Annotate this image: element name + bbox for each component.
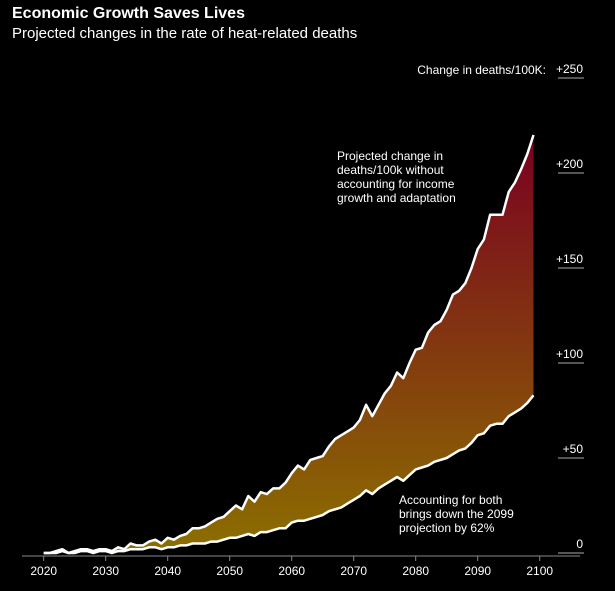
y-axis-label: Change in deaths/100K:	[417, 63, 546, 77]
x-tick-label: 2080	[402, 564, 429, 578]
y-tick-label: +150	[556, 252, 583, 266]
x-tick-label: 2060	[278, 564, 305, 578]
chart-subtitle: Projected changes in the rate of heat-re…	[12, 25, 357, 42]
chart-title: Economic Growth Saves Lives	[12, 5, 245, 22]
series-line	[43, 394, 535, 555]
x-tick-label: 2090	[464, 564, 491, 578]
area-between	[43, 135, 534, 553]
annotation: brings down the 2099	[399, 507, 514, 521]
annotation: Accounting for both	[399, 493, 502, 507]
series-line	[43, 134, 535, 555]
y-tick-label: +250	[556, 62, 583, 76]
annotation: accounting for income	[337, 177, 455, 191]
annotation: growth and adaptation	[337, 191, 456, 205]
annotation: projection by 62%	[399, 521, 495, 535]
x-tick-label: 2070	[340, 564, 367, 578]
x-tick-label: 2050	[216, 564, 243, 578]
y-tick-label: 0	[576, 537, 583, 551]
x-tick-label: 2040	[154, 564, 181, 578]
y-tick-label: +200	[556, 157, 583, 171]
y-tick-label: +100	[556, 347, 583, 361]
y-tick-label: +50	[563, 442, 584, 456]
annotation: deaths/100k without	[337, 163, 444, 177]
annotation: Projected change in	[337, 149, 443, 163]
x-tick-label: 2100	[526, 564, 553, 578]
x-tick-label: 2030	[92, 564, 119, 578]
x-tick-label: 2020	[30, 564, 57, 578]
